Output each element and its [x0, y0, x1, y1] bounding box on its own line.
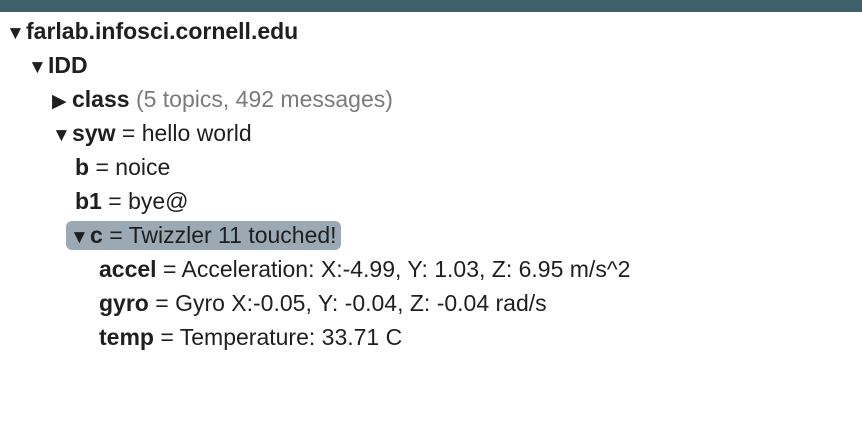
tree-node-b[interactable]: b = noice — [75, 151, 170, 184]
node-label: class — [72, 86, 130, 112]
tree-node-syw[interactable]: ▼syw = hello world — [52, 117, 252, 150]
tree-node-temp[interactable]: temp = Temperature: 33.71 C — [99, 321, 402, 354]
tree-node-accel[interactable]: accel = Acceleration: X:-4.99, Y: 1.03, … — [99, 253, 630, 286]
node-value: hello world — [141, 120, 252, 146]
tree-node-b1[interactable]: b1 = bye@ — [75, 185, 189, 218]
equals-sign: = — [95, 154, 109, 180]
node-label: IDD — [48, 52, 88, 78]
collapse-triangle-icon[interactable]: ▼ — [52, 125, 71, 146]
node-value: Acceleration: X:-4.99, Y: 1.03, Z: 6.95 … — [181, 256, 631, 282]
node-value: Gyro X:-0.05, Y: -0.04, Z: -0.04 rad/s — [175, 290, 547, 316]
expand-triangle-icon[interactable]: ▶ — [52, 91, 67, 112]
tree-node-root[interactable]: ▼farlab.infosci.cornell.edu — [6, 15, 298, 48]
equals-sign: = — [121, 120, 136, 146]
node-label: b — [75, 154, 90, 180]
node-summary: (5 topics, 492 messages) — [135, 86, 393, 112]
tree-node-class[interactable]: ▶ class (5 topics, 492 messages) — [52, 83, 393, 116]
collapse-triangle-icon[interactable]: ▼ — [6, 23, 25, 44]
equals-sign: = — [160, 324, 174, 350]
collapse-triangle-icon[interactable]: ▼ — [70, 227, 89, 248]
node-label: syw — [72, 120, 116, 146]
tree-node-idd[interactable]: ▼IDD — [28, 49, 88, 82]
equals-sign: = — [155, 290, 169, 316]
node-value: Twizzler 11 touched! — [128, 222, 337, 248]
window-top-bar — [0, 0, 862, 12]
node-label: c — [90, 222, 103, 248]
node-label: accel — [99, 256, 157, 282]
node-label: b1 — [75, 188, 102, 214]
equals-sign: = — [109, 222, 123, 248]
node-value: noice — [115, 154, 171, 180]
node-label: temp — [99, 324, 154, 350]
tree-node-c[interactable]: ▼c = Twizzler 11 touched! — [66, 221, 341, 250]
node-value: Temperature: 33.71 C — [179, 324, 403, 350]
equals-sign: = — [162, 256, 177, 282]
node-label: farlab.infosci.cornell.edu — [26, 18, 299, 44]
tree-node-gyro[interactable]: gyro = Gyro X:-0.05, Y: -0.04, Z: -0.04 … — [99, 287, 547, 320]
node-label: gyro — [99, 290, 149, 316]
equals-sign: = — [108, 188, 122, 214]
node-value: bye@ — [128, 188, 189, 214]
collapse-triangle-icon[interactable]: ▼ — [28, 57, 47, 78]
